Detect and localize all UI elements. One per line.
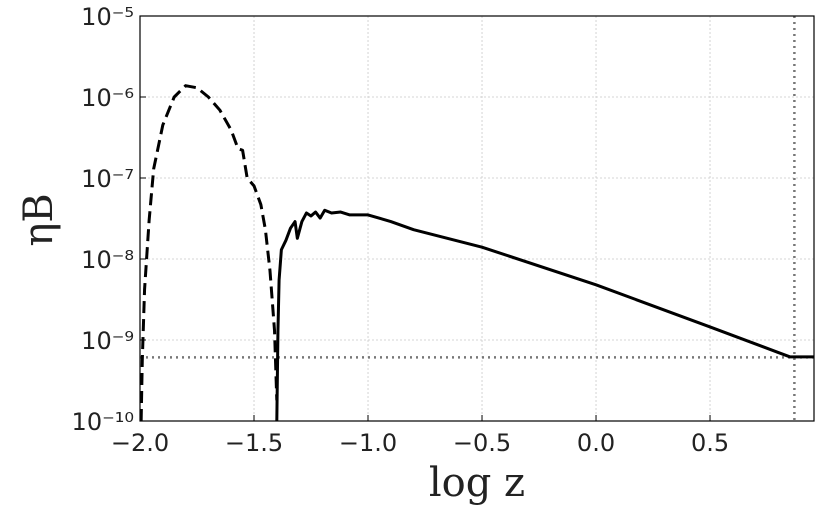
- plot-area: [140, 16, 814, 421]
- data-line: [275, 208, 814, 421]
- x-tick-label: −2.0: [111, 429, 169, 457]
- x-tick-label: 0.0: [577, 429, 615, 457]
- y-tick-label: 10⁻⁷: [81, 165, 134, 193]
- y-tick-label: 10⁻¹⁰: [72, 408, 134, 436]
- x-tick-label: −1.0: [339, 429, 397, 457]
- y-tick-label: 10⁻⁵: [81, 3, 134, 31]
- data-line: [140, 84, 279, 421]
- x-axis-label: log z: [429, 460, 525, 506]
- x-tick-label: −0.5: [453, 429, 511, 457]
- x-tick-label: −1.5: [225, 429, 283, 457]
- plot-frame: [139, 15, 815, 422]
- x-tick-label: 0.5: [691, 429, 729, 457]
- y-tick-label: 10⁻⁹: [81, 327, 134, 355]
- y-axis-label: ηB: [16, 193, 62, 246]
- y-tick-label: 10⁻⁸: [81, 246, 134, 274]
- y-tick-label: 10⁻⁶: [81, 84, 134, 112]
